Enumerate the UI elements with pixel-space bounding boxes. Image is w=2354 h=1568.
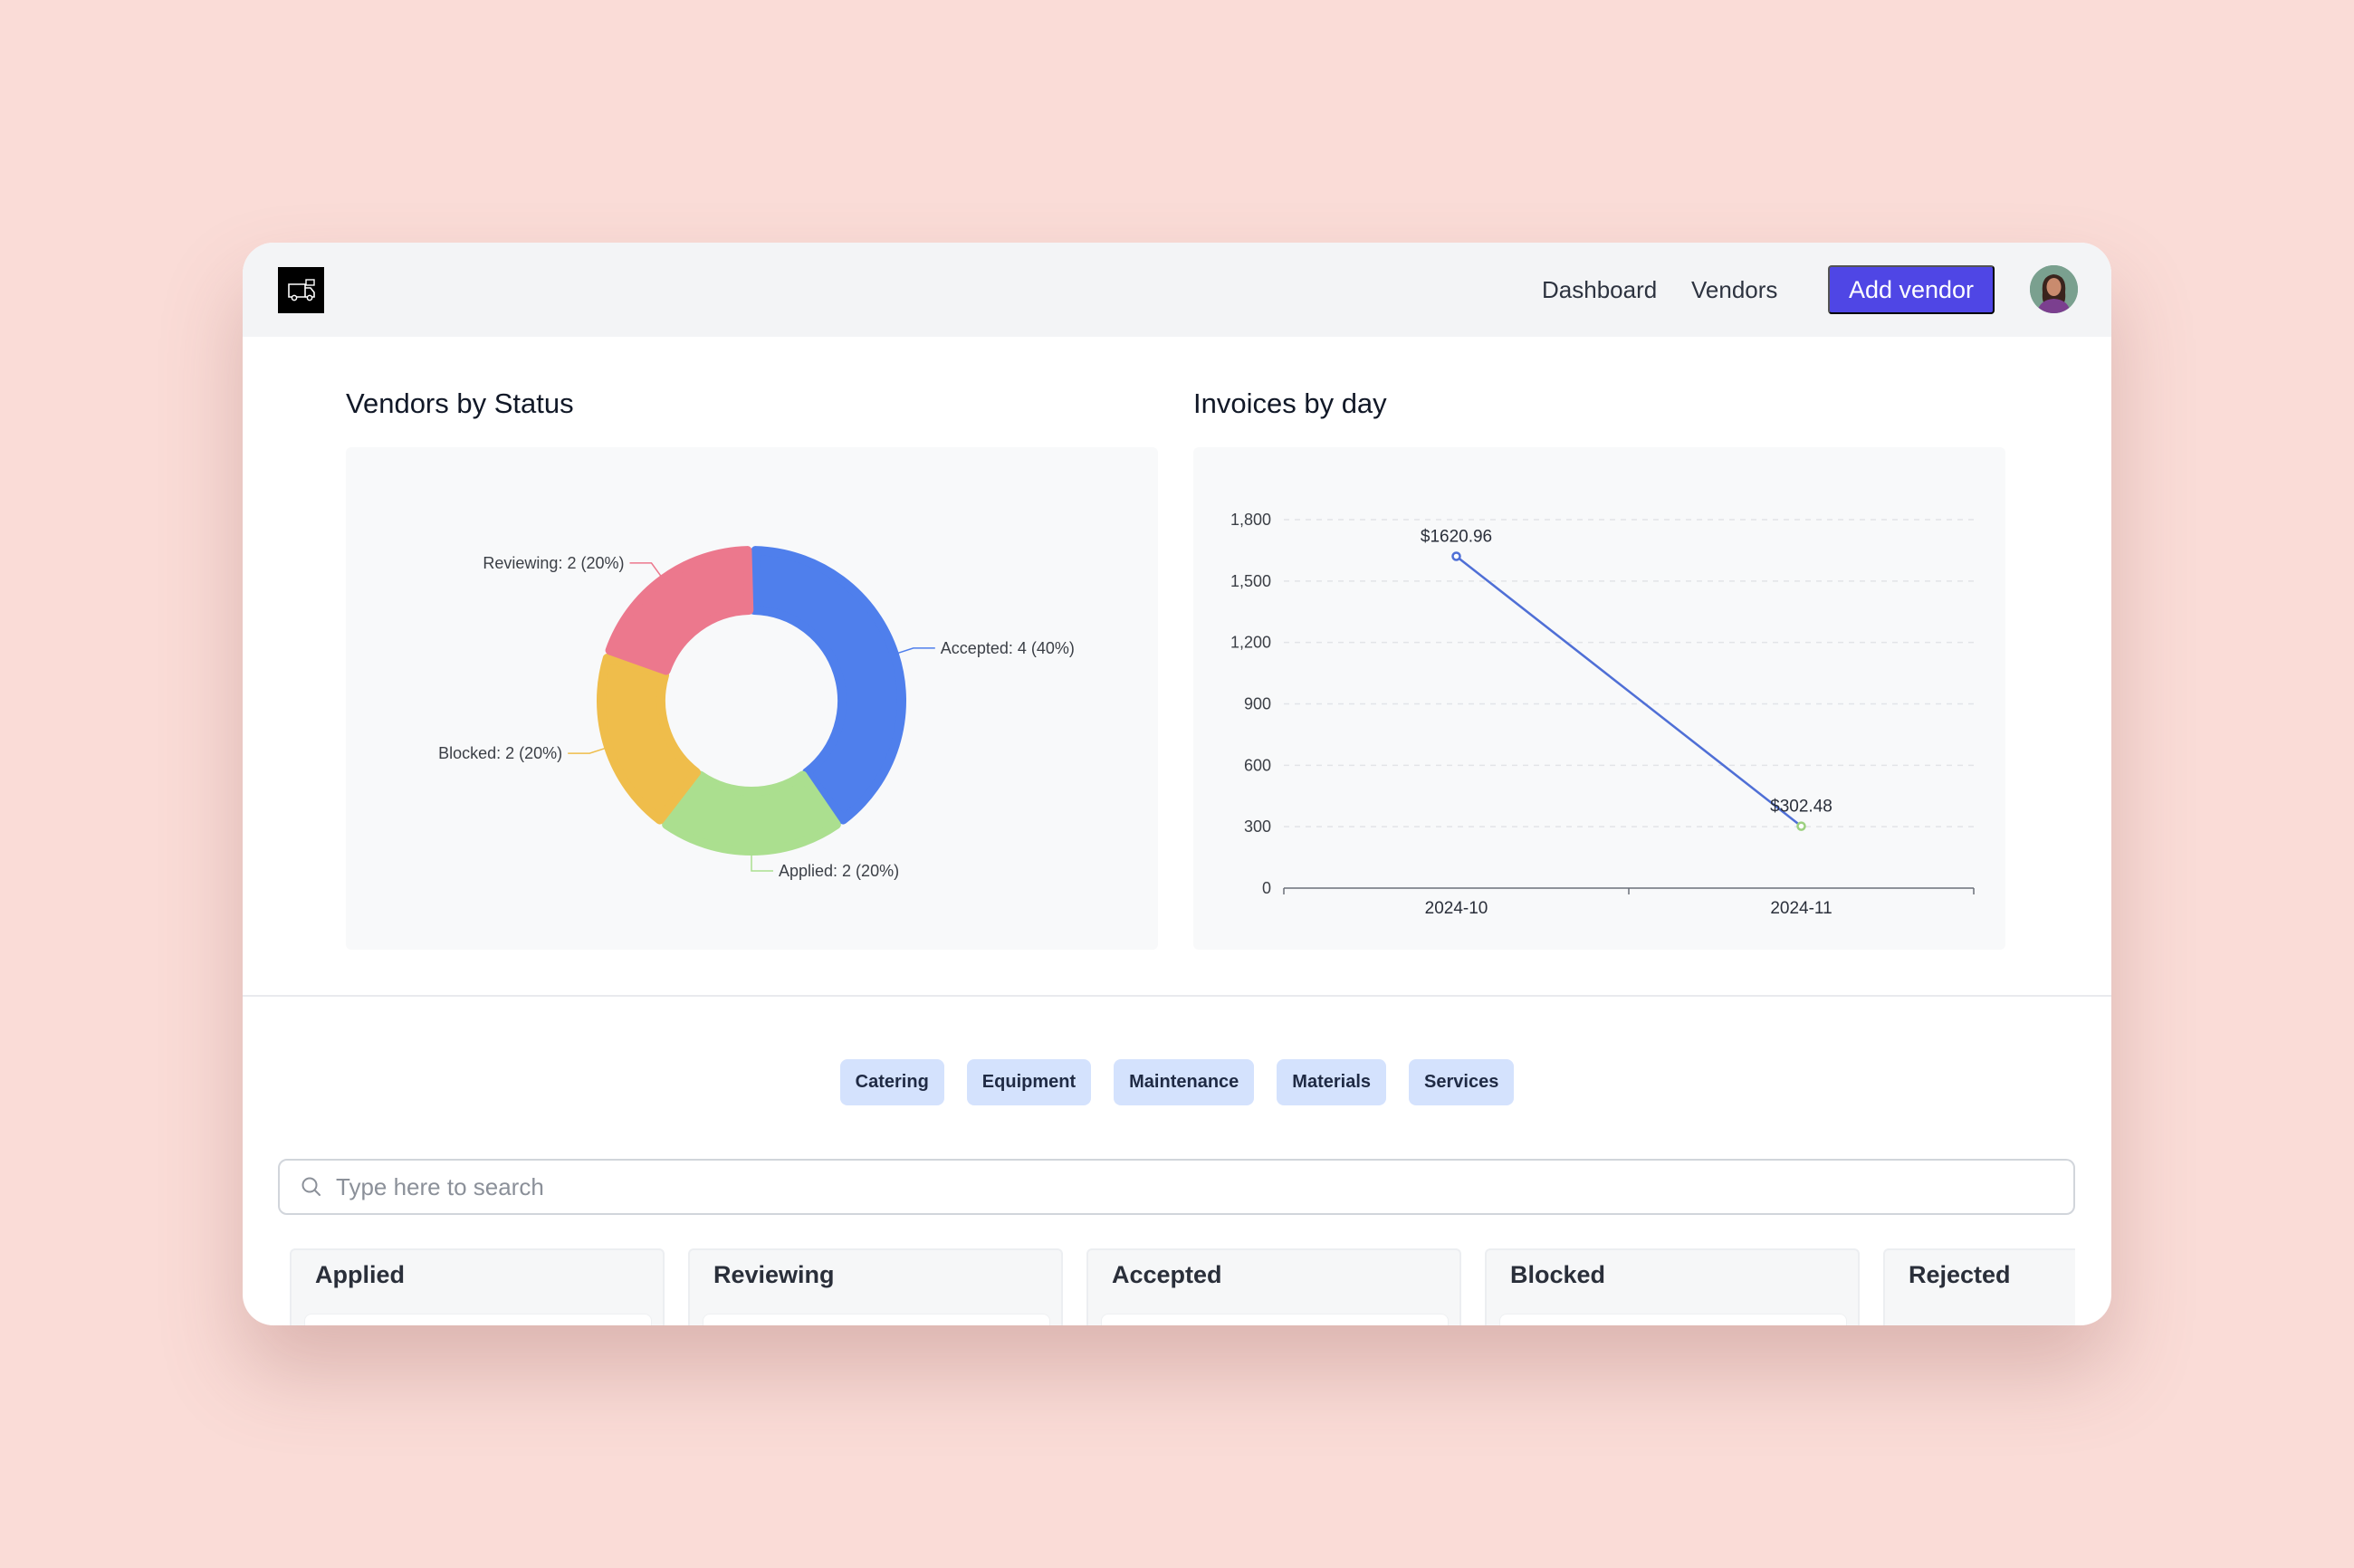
category-filter-chips: Catering Equipment Maintenance Materials…: [243, 1059, 2111, 1105]
y-tick-label: 900: [1244, 695, 1271, 713]
donut-slice-accepted[interactable]: [749, 546, 906, 825]
y-tick-label: 1,800: [1230, 511, 1271, 529]
donut-slice-applied[interactable]: [662, 770, 841, 856]
category-chip-services[interactable]: Services: [1409, 1059, 1515, 1105]
invoices-by-day-title: Invoices by day: [1193, 387, 1387, 419]
column-title-blocked: Blocked: [1510, 1261, 1606, 1288]
donut-slice-label: Blocked: 2 (20%): [438, 744, 562, 762]
column-title-accepted: Accepted: [1112, 1261, 1222, 1288]
y-tick-label: 1,500: [1230, 572, 1271, 590]
top-navigation-bar: Dashboard Vendors Add vendor: [243, 243, 2111, 337]
user-avatar-image: [2030, 265, 2078, 313]
vendor-card[interactable]: [1499, 1314, 1847, 1325]
vendor-card[interactable]: [703, 1314, 1050, 1325]
y-tick-label: 0: [1262, 879, 1271, 897]
invoice-data-point[interactable]: [1796, 821, 1806, 831]
y-tick-label: 1,200: [1230, 634, 1271, 652]
donut-slice-reviewing[interactable]: [605, 546, 754, 675]
donut-slice-blocked[interactable]: [597, 654, 702, 825]
donut-label-leader: [751, 853, 773, 872]
column-title-rejected: Rejected: [1909, 1261, 2011, 1288]
category-chip-maintenance[interactable]: Maintenance: [1114, 1059, 1255, 1105]
invoice-data-label: $302.48: [1770, 798, 1832, 817]
invoice-data-point[interactable]: [1451, 551, 1461, 561]
column-title-applied: Applied: [315, 1261, 405, 1288]
search-icon: [301, 1177, 321, 1196]
vendor-card[interactable]: [1101, 1314, 1449, 1325]
donut-slice-label: Accepted: 4 (40%): [941, 639, 1075, 657]
vendor-card[interactable]: [304, 1314, 652, 1325]
board-column-blocked: Blocked: [1485, 1248, 1860, 1325]
nav-link-dashboard[interactable]: Dashboard: [1542, 276, 1658, 303]
invoices-by-day-line-chart: 0 300 600 900 1,200 1,500 1,800 2024-10 2024-11 $…: [1230, 511, 1975, 918]
vendors-by-status-chart-card: Accepted: 4 (40%) Applied: 2 (20%) Blocked…: [346, 447, 1158, 950]
y-tick-label: 300: [1244, 817, 1271, 836]
category-chip-equipment[interactable]: Equipment: [966, 1059, 1092, 1105]
app-logo[interactable]: [278, 267, 324, 313]
user-avatar[interactable]: [2030, 265, 2078, 313]
donut-label-leader: [629, 562, 663, 578]
donut-label-leader: [895, 647, 935, 655]
x-tick-label: 2024-11: [1770, 899, 1832, 918]
search-input[interactable]: [336, 1172, 1966, 1201]
nav-link-vendors[interactable]: Vendors: [1691, 276, 1778, 303]
invoice-series-line: [1455, 555, 1803, 827]
board-column-rejected: Rejected: [1883, 1248, 2075, 1325]
category-chip-catering[interactable]: Catering: [839, 1059, 944, 1105]
vendors-by-status-title: Vendors by Status: [346, 387, 574, 419]
column-title-reviewing: Reviewing: [713, 1261, 835, 1288]
board-column-applied: Applied: [290, 1248, 665, 1325]
board-column-accepted: Accepted: [1086, 1248, 1461, 1325]
x-tick-label: 2024-10: [1425, 899, 1488, 918]
section-divider: [243, 995, 2111, 997]
add-vendor-button[interactable]: Add vendor: [1828, 265, 1995, 314]
search-bar[interactable]: [278, 1159, 2075, 1215]
truck-icon: [287, 278, 315, 301]
app-window: Dashboard Vendors Add vendor Vendors by …: [243, 243, 2111, 1325]
donut-slice-label: Applied: 2 (20%): [779, 862, 899, 880]
category-chip-materials[interactable]: Materials: [1277, 1059, 1387, 1105]
board-column-reviewing: Reviewing: [688, 1248, 1063, 1325]
donut-label-leader: [568, 747, 608, 754]
y-tick-label: 600: [1244, 756, 1271, 774]
invoice-data-label: $1620.96: [1421, 527, 1492, 546]
vendor-status-board: Applied Reviewing Accepted Blocked Rejec…: [290, 1248, 2075, 1325]
donut-slice-label: Reviewing: 2 (20%): [483, 554, 624, 572]
vendors-by-status-donut-chart: Accepted: 4 (40%) Applied: 2 (20%) Blocked…: [438, 546, 1075, 880]
invoices-by-day-chart-card: 0 300 600 900 1,200 1,500 1,800 2024-10 2024-11 $…: [1193, 447, 2005, 950]
